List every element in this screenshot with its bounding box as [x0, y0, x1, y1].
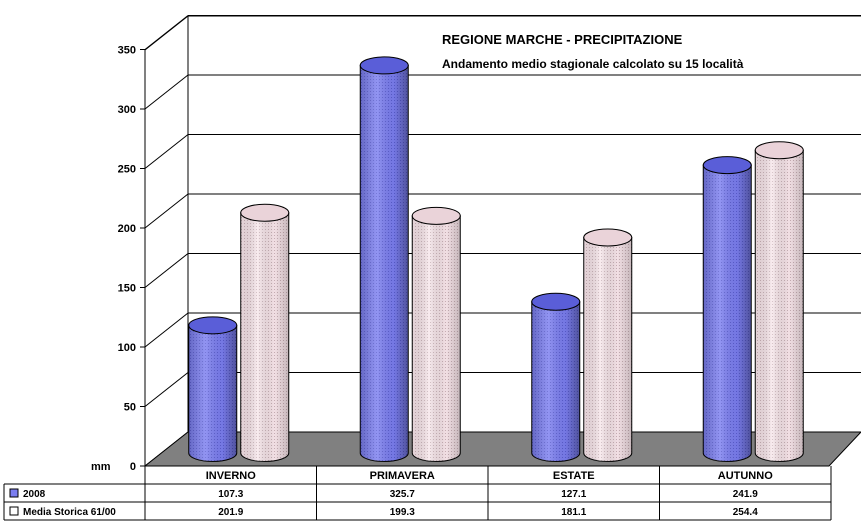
table-cell-value: 199.3	[390, 507, 415, 518]
category-label: ESTATE	[553, 470, 595, 482]
chart-title: REGIONE MARCHE - PRECIPITAZIONE	[442, 32, 683, 47]
bar-top	[754, 141, 804, 160]
bar-autunno-media-storica	[754, 141, 804, 462]
bar-primavera-media-storica	[411, 206, 461, 462]
table-cell-value: 325.7	[390, 489, 415, 500]
y-tick-label: 50	[124, 402, 136, 414]
bar-primavera-2008	[359, 56, 409, 462]
y-tick-label: 150	[118, 283, 136, 295]
series-name: 2008	[23, 489, 46, 500]
chart-subtitle: Andamento medio stagionale calcolato su …	[442, 57, 744, 71]
bar-top	[411, 206, 461, 225]
bar-shade	[755, 150, 804, 462]
bar-estate-media-storica	[583, 228, 633, 462]
gridline-side	[144, 253, 189, 288]
bar-top	[583, 228, 633, 247]
category-label: INVERNO	[206, 470, 257, 482]
bar-inverno-2008	[188, 316, 238, 462]
bar-shade	[360, 65, 409, 462]
bars	[188, 56, 804, 462]
y-tick-label: 0	[130, 461, 136, 473]
category-label: PRIMAVERA	[370, 470, 435, 482]
table-cell-value: 201.9	[218, 507, 243, 518]
gridline-side	[144, 74, 189, 110]
bar-top	[188, 316, 238, 335]
bar-shade	[412, 215, 461, 462]
data-table: INVERNO PRIMAVERA ESTATE AUTUNNO 2008 107.3 32…	[3, 466, 832, 521]
bar-top	[359, 56, 409, 75]
y-axis-unit: mm	[91, 461, 111, 473]
y-tick-label: 300	[118, 104, 136, 116]
table-cell-value: 107.3	[218, 489, 243, 500]
table-cell-value: 181.1	[561, 507, 586, 518]
series-name: Media Storica 61/00	[23, 507, 116, 518]
y-axis: 0 50 100 150 200 250 300 350	[118, 45, 145, 473]
floor	[143, 431, 861, 467]
bar-shade	[188, 325, 237, 462]
y-tick-label: 100	[118, 342, 136, 354]
bar-shade	[703, 165, 752, 462]
gridline-side	[144, 193, 189, 229]
bar-shade	[240, 212, 289, 462]
table-cell-value: 254.4	[733, 507, 758, 518]
table-cell-value: 127.1	[561, 489, 586, 500]
chart-walls	[143, 14, 861, 468]
left-wall	[144, 14, 189, 468]
bar-top	[240, 203, 290, 222]
bar-top	[531, 292, 581, 311]
legend-swatch	[9, 506, 19, 516]
legend-swatch	[9, 488, 19, 498]
gridline-side	[144, 15, 189, 50]
y-tick-label: 200	[118, 223, 136, 235]
table-cell-value: 241.9	[733, 489, 758, 500]
bar-estate-2008	[531, 292, 581, 462]
bar-shade	[583, 237, 632, 462]
y-tick-label: 350	[118, 45, 136, 57]
gridline-side	[144, 134, 189, 169]
bar-autunno-2008	[702, 156, 752, 462]
gridline-side	[144, 372, 189, 407]
y-tick-label: 250	[118, 164, 136, 176]
bar-shade	[531, 301, 580, 462]
bar-top	[702, 156, 752, 175]
category-label: AUTUNNO	[718, 470, 773, 482]
gridline-side	[144, 312, 189, 348]
bar-inverno-media-storica	[240, 203, 290, 462]
